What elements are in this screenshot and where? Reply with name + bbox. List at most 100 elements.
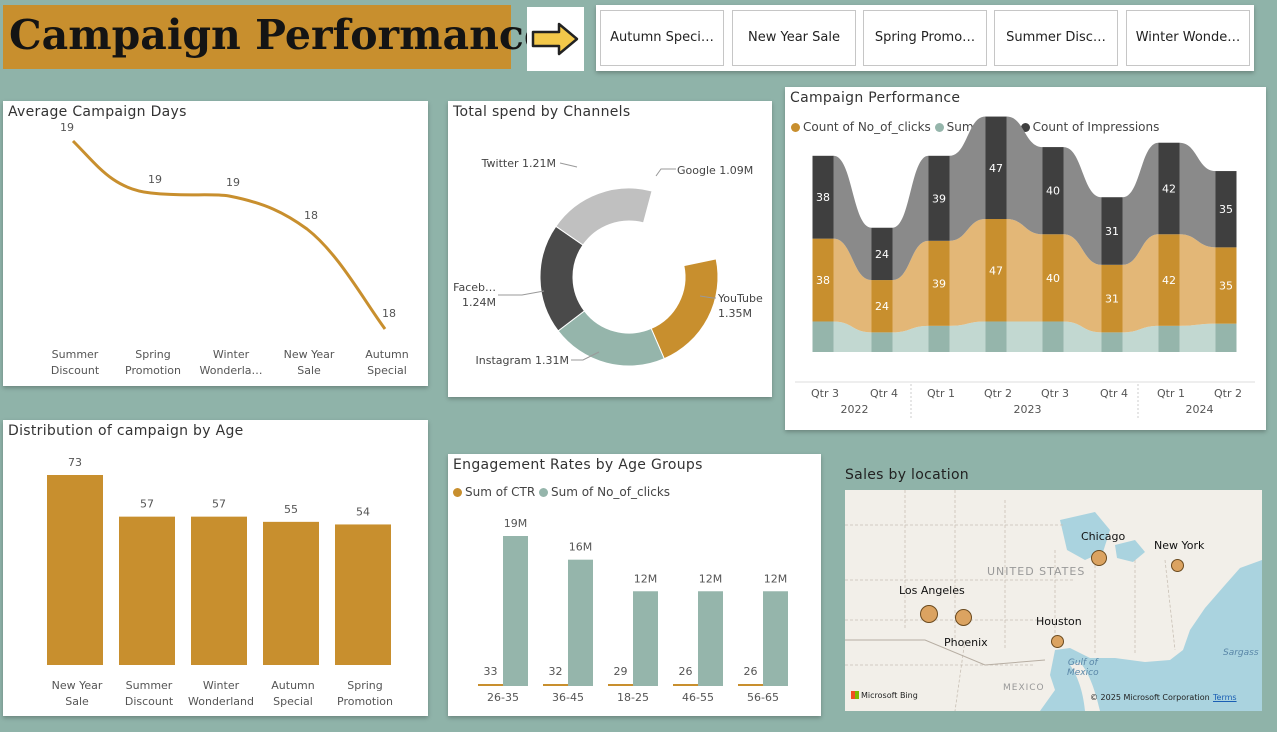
data-label: 19M (504, 517, 528, 530)
x-tick-label: 26-35 (487, 691, 519, 704)
map-bubble-phoenix[interactable] (955, 609, 972, 626)
x-tick-label: Qtr 3 (811, 387, 839, 400)
bar-impressions (812, 155, 834, 239)
ribbon-ctr (1179, 323, 1216, 352)
ribbon-clicks (1063, 234, 1102, 333)
data-label: 40 (1046, 272, 1060, 285)
x-tick-label: Discount (125, 695, 174, 708)
legend-dot (934, 123, 944, 132)
ribbon-impressions (1006, 116, 1043, 235)
avg-days-title: Average Campaign Days (8, 104, 187, 120)
x-tick-label: Spring (347, 679, 383, 692)
data-label: 12M (634, 572, 658, 585)
age-bar (335, 524, 391, 665)
year-label: 2022 (841, 403, 869, 416)
data-label: 12M (764, 572, 788, 585)
clicks-bar (503, 536, 528, 686)
data-label: 42 (1162, 183, 1176, 196)
perf-panel[interactable]: Campaign Performance Count of No_of_clic… (785, 87, 1266, 430)
ribbon-clicks (1122, 234, 1159, 333)
ribbon-impressions (1179, 142, 1216, 248)
bar-clicks (985, 219, 1007, 322)
slicer-item-new-year-sale[interactable]: New Year Sale (732, 10, 856, 66)
perf-title: Campaign Performance (790, 90, 961, 106)
legend-item-ctr[interactable]: Sum of CTR (453, 485, 535, 499)
map-bubble-los-angeles[interactable] (920, 605, 938, 623)
data-label: 57 (140, 498, 154, 511)
ribbon-impressions (949, 116, 986, 241)
bar-clicks (1215, 247, 1237, 324)
ribbon-impressions (1122, 142, 1159, 265)
bar-ctr (1101, 332, 1123, 352)
map-label-houston: Houston (1036, 615, 1082, 628)
legend-dot (1020, 123, 1030, 132)
legend-item-impressions[interactable]: Count of Impressions (1020, 120, 1159, 134)
map-bubble-new-york[interactable] (1171, 559, 1184, 572)
data-label: 18 (304, 209, 318, 222)
ctr-bar (738, 684, 763, 686)
legend-dot (453, 488, 462, 497)
ctr-bar (608, 684, 633, 686)
map-copyright: © 2025 Microsoft Corporation (1090, 693, 1210, 702)
spend-title: Total spend by Channels (453, 104, 631, 120)
map-graphic (845, 490, 1262, 711)
x-tick-label: 56-65 (747, 691, 779, 704)
data-label: 12M (699, 572, 723, 585)
year-label: 2024 (1186, 403, 1214, 416)
ribbon-clicks (1006, 219, 1043, 322)
slicer-item-autumn-special[interactable]: Autumn Speci… (600, 10, 724, 66)
age-bar (47, 475, 103, 665)
page-title: Campaign Performances (9, 11, 574, 59)
data-label: 31 (1105, 225, 1119, 238)
clicks-bar (568, 559, 593, 686)
ribbon-ctr (949, 321, 986, 352)
x-tick-label: Summer (52, 348, 99, 361)
arrow-button[interactable] (527, 7, 584, 71)
data-label: 31 (1105, 293, 1119, 306)
data-label: 42 (1162, 274, 1176, 287)
ribbon-impressions (892, 155, 929, 281)
donut-slice-youtube (650, 258, 719, 360)
spend-panel[interactable]: Total spend by Channels Google 1.09M YouT… (448, 101, 772, 397)
data-label: 57 (212, 498, 226, 511)
x-tick-label: Qtr 4 (1100, 387, 1128, 400)
slicer-item-winter-wonderland[interactable]: Winter Wonde… (1126, 10, 1250, 66)
map-panel[interactable]: Sales by location UNITED STATES Gulf of M… (840, 464, 1265, 714)
map-canvas[interactable]: UNITED STATES Gulf of Mexico MEXICO Sarga… (845, 490, 1262, 711)
slice-label: YouTube (717, 292, 763, 305)
map-terms-link[interactable]: Terms (1213, 693, 1237, 702)
x-tick-label: 18-25 (617, 691, 649, 704)
slicer-item-spring-promotion[interactable]: Spring Promo… (863, 10, 987, 66)
engage-panel[interactable]: Engagement Rates by Age Groups Sum of CT… (448, 454, 821, 716)
age-panel[interactable]: Distribution of campaign by Age 73 New Ye… (3, 420, 428, 716)
x-tick-label: Qtr 4 (870, 387, 898, 400)
bar-impressions (1042, 147, 1064, 235)
x-tick-label: Wonderland (188, 695, 254, 708)
slicer-item-summer-discount[interactable]: Summer Disc… (994, 10, 1118, 66)
map-label-phoenix: Phoenix (944, 636, 988, 649)
data-label: 26 (679, 665, 693, 678)
bar-ctr (812, 321, 834, 352)
legend-item-clicks[interactable]: Sum of No_of_clicks (538, 485, 670, 499)
ctr-bar (478, 684, 503, 686)
map-sargasso-label: Sargass (1223, 648, 1259, 658)
age-bar (191, 516, 247, 665)
engage-bar-chart: 33 19M 26-35 32 16M 36-45 29 12M 18-25 26 12M 46-55… (478, 517, 788, 704)
x-tick-label: Sale (297, 364, 321, 377)
bar-ctr (1158, 325, 1180, 352)
legend-dot (538, 488, 548, 497)
data-label: 73 (68, 456, 82, 469)
data-label: 32 (549, 665, 563, 678)
bar-ctr (871, 332, 893, 352)
legend-item-clicks[interactable]: Count of No_of_clicks (791, 120, 931, 134)
map-bubble-houston[interactable] (1051, 635, 1064, 648)
map-bubble-chicago[interactable] (1091, 550, 1107, 566)
bar-ctr (928, 325, 950, 352)
data-label: 19 (226, 176, 240, 189)
ribbon-impressions (833, 155, 872, 281)
data-label: 39 (932, 192, 946, 205)
clicks-bar (763, 591, 788, 686)
bar-clicks (1042, 234, 1064, 322)
data-label: 19 (148, 173, 162, 186)
avg-days-panel[interactable]: Average Campaign Days 19 19 19 18 18 Summer Di… (3, 101, 428, 386)
